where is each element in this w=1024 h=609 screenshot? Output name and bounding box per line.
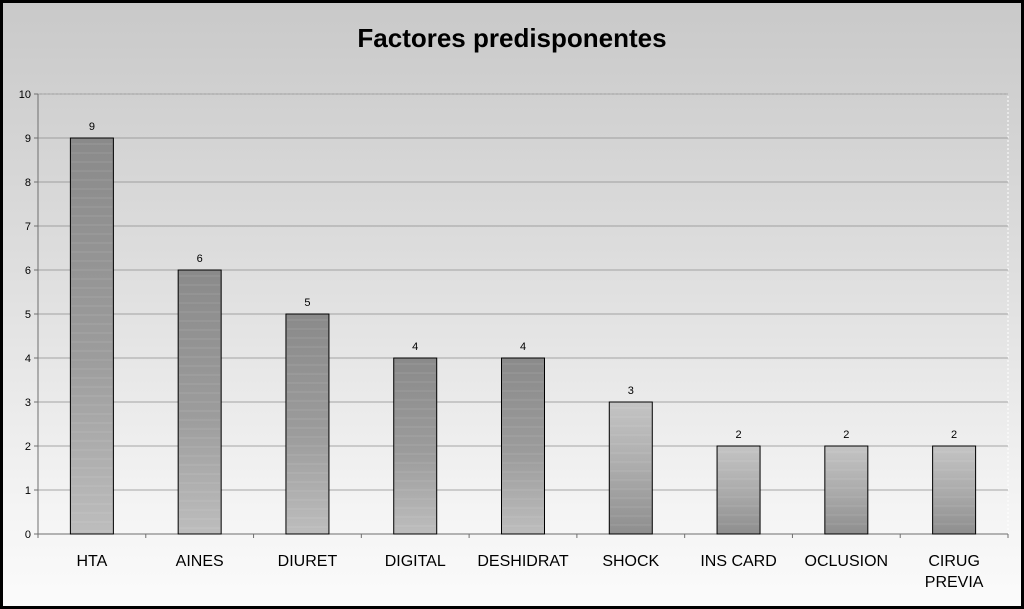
y-tick-label: 9: [25, 133, 31, 145]
plot-area: 0 1 2 3 4 5 6 7 8 9 10 9 HTA 6 AINES 5 DIURET 4 DIGITAL 4 DE…: [19, 89, 1009, 591]
chart-frame: Factores predisponentes 0 1 2 3 4 5 6 7 8 9 10 9 HTA…: [3, 3, 1021, 606]
bar-hta: [69, 137, 114, 535]
data-label: 2: [951, 429, 957, 441]
x-category-label: DESHIDRAT: [477, 553, 568, 570]
x-category-label: DIGITAL: [385, 553, 446, 570]
bar-diuret: [285, 313, 330, 535]
y-tick-label: 7: [25, 221, 31, 233]
y-tick-label: 5: [25, 309, 31, 321]
chart-title: Factores predisponentes: [357, 23, 667, 53]
bar-deshidrat: [501, 357, 545, 535]
data-label: 3: [628, 385, 634, 397]
y-tick-label: 4: [25, 353, 31, 365]
bar-oclusion: [824, 445, 869, 535]
x-category-label: AINES: [176, 553, 224, 570]
data-label: 2: [735, 429, 741, 441]
data-label: 4: [520, 341, 526, 353]
bar-digital: [393, 357, 438, 535]
y-tick-label: 3: [25, 397, 31, 409]
x-category-label: OCLUSION: [805, 553, 889, 570]
y-tick-label: 6: [25, 265, 31, 277]
bar-shock: [608, 401, 653, 535]
x-category-label: HTA: [76, 553, 107, 570]
bar-aines: [177, 269, 222, 535]
data-label: 4: [412, 341, 418, 353]
y-tick-label: 1: [25, 485, 31, 497]
x-category-label: DIURET: [278, 553, 338, 570]
data-label: 2: [843, 429, 849, 441]
data-label: 5: [304, 297, 310, 309]
y-tick-label: 2: [25, 441, 31, 453]
bar-ins-card: [716, 445, 761, 535]
x-category-label: INS CARD: [700, 553, 776, 570]
data-label: 9: [89, 121, 95, 133]
bar-cirug-previa: [932, 445, 977, 535]
y-tick-label: 10: [19, 89, 31, 101]
y-tick-label: 0: [25, 529, 31, 541]
data-label: 6: [197, 253, 203, 265]
y-tick-label: 8: [25, 177, 31, 189]
x-category-label: CIRUG PREVIA: [925, 553, 984, 591]
x-category-label: SHOCK: [602, 553, 659, 570]
